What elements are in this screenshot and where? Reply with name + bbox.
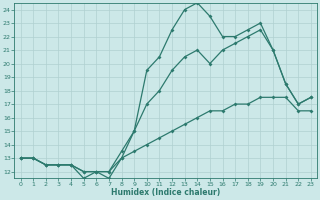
X-axis label: Humidex (Indice chaleur): Humidex (Indice chaleur)	[111, 188, 220, 197]
